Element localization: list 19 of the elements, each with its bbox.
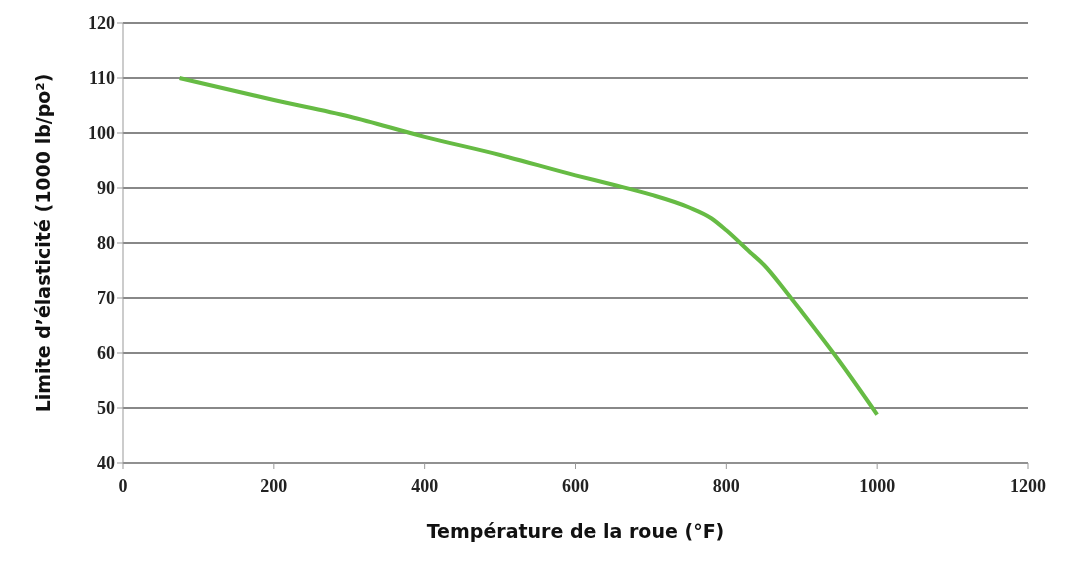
x-tick-label: 800 [712,475,740,496]
y-tick-label: 60 [97,343,115,364]
y-tick-label: 80 [97,233,115,254]
x-tick-label: 400 [411,475,439,496]
x-axis-title: Température de la roue (°F) [426,520,725,542]
x-tick-label: 1000 [859,475,896,496]
x-tick-label: 600 [562,475,589,496]
y-axis-title: Limite d’élasticité (1000 lb/po²) [31,73,54,413]
y-tick-label: 120 [88,13,115,34]
x-tick-label: 200 [260,475,288,496]
x-tick-label: 0 [118,475,128,496]
line-series [177,76,880,417]
x-tick-label: 1200 [1010,475,1046,496]
y-tick-label: 100 [88,123,115,144]
y-tick-label: 50 [97,398,115,419]
y-tick-label: 110 [88,68,115,89]
y-tick-label: 70 [97,288,115,309]
y-tick-label: 40 [97,453,115,474]
y-tick-label: 90 [97,178,115,199]
